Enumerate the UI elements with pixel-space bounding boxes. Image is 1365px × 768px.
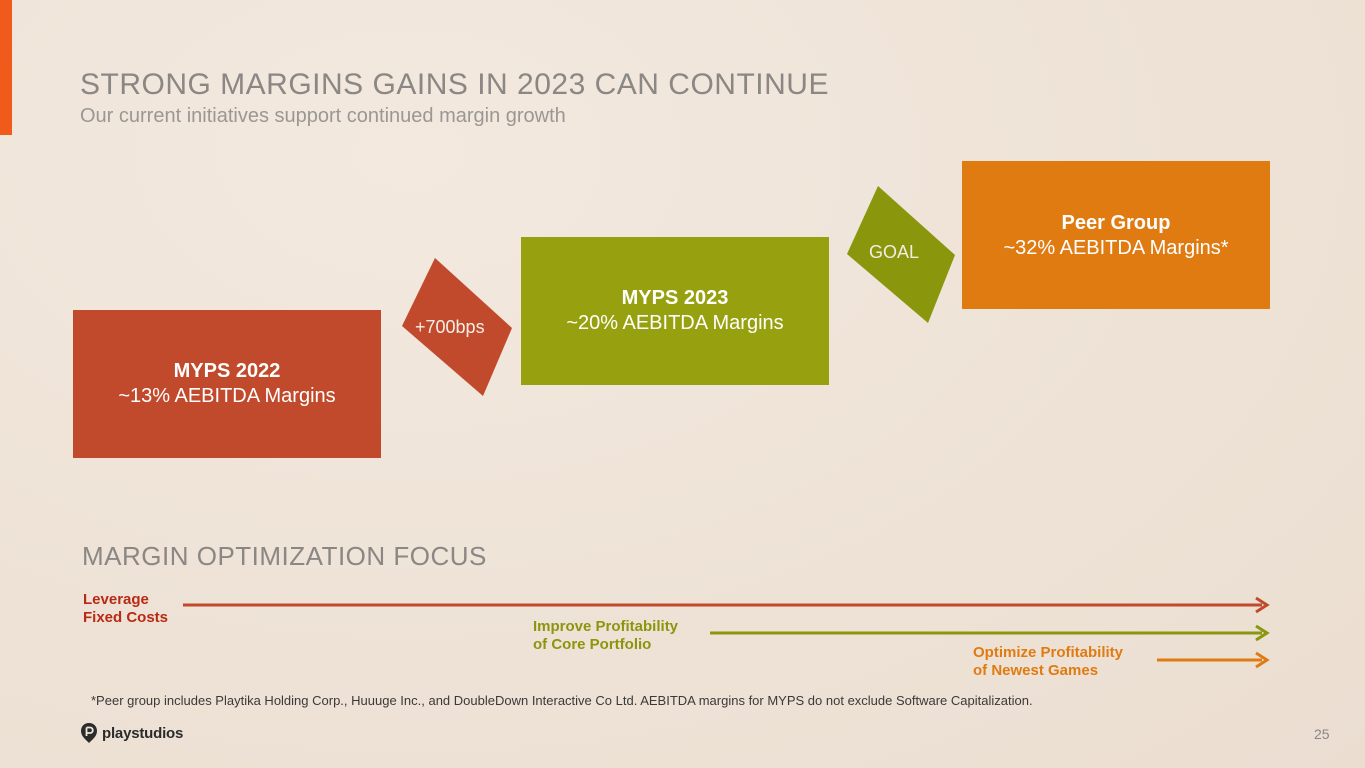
slide-title: STRONG MARGINS GAINS IN 2023 CAN CONTINU… [80, 68, 829, 101]
focus-label-line: Fixed Costs [83, 609, 169, 626]
step-title: Peer Group [1061, 212, 1171, 234]
arrow-700bps-label: +700bps [415, 317, 485, 337]
arrow-700bps-shape [402, 258, 512, 396]
arrow-goal-label: GOAL [869, 242, 920, 262]
page-number: 25 [1314, 726, 1330, 742]
step-subtitle: ~20% AEBITDA Margins [566, 312, 784, 334]
playstudios-logo-icon [81, 723, 97, 743]
focus-label-improve: Improve Profitability of Core Portfolio [533, 618, 678, 654]
logo-text: playstudios [102, 724, 184, 742]
focus-line-1 [183, 596, 1270, 614]
focus-label-line: of Newest Games [973, 662, 1099, 679]
focus-line-2 [710, 624, 1270, 642]
focus-label-line: of Core Portfolio [533, 636, 652, 653]
step-title: MYPS 2023 [621, 287, 729, 309]
focus-section-title: MARGIN OPTIMIZATION FOCUS [82, 541, 487, 571]
arrow-goal-shape [847, 186, 955, 323]
step-box-myps-2022: MYPS 2022 ~13% AEBITDA Margins [73, 310, 381, 458]
focus-line-3 [1157, 651, 1270, 669]
focus-label-leverage: Leverage Fixed Costs [83, 591, 168, 627]
step-box-myps-2023: MYPS 2023 ~20% AEBITDA Margins [521, 237, 829, 385]
step-box-peer-group: Peer Group ~32% AEBITDA Margins* [962, 161, 1270, 309]
footnote: *Peer group includes Playtika Holding Co… [91, 693, 1033, 708]
step-subtitle: ~13% AEBITDA Margins [118, 385, 336, 407]
focus-label-line: Improve Profitability [533, 618, 679, 635]
playstudios-logo: playstudios [80, 722, 183, 744]
slide-subtitle: Our current initiatives support continue… [80, 105, 566, 127]
focus-label-optimize: Optimize Profitability of Newest Games [973, 644, 1123, 680]
step-title: MYPS 2022 [173, 360, 281, 382]
accent-bar [0, 0, 12, 135]
focus-label-line: Leverage [83, 591, 149, 608]
step-subtitle: ~32% AEBITDA Margins* [1003, 237, 1229, 259]
focus-label-line: Optimize Profitability [973, 644, 1124, 661]
